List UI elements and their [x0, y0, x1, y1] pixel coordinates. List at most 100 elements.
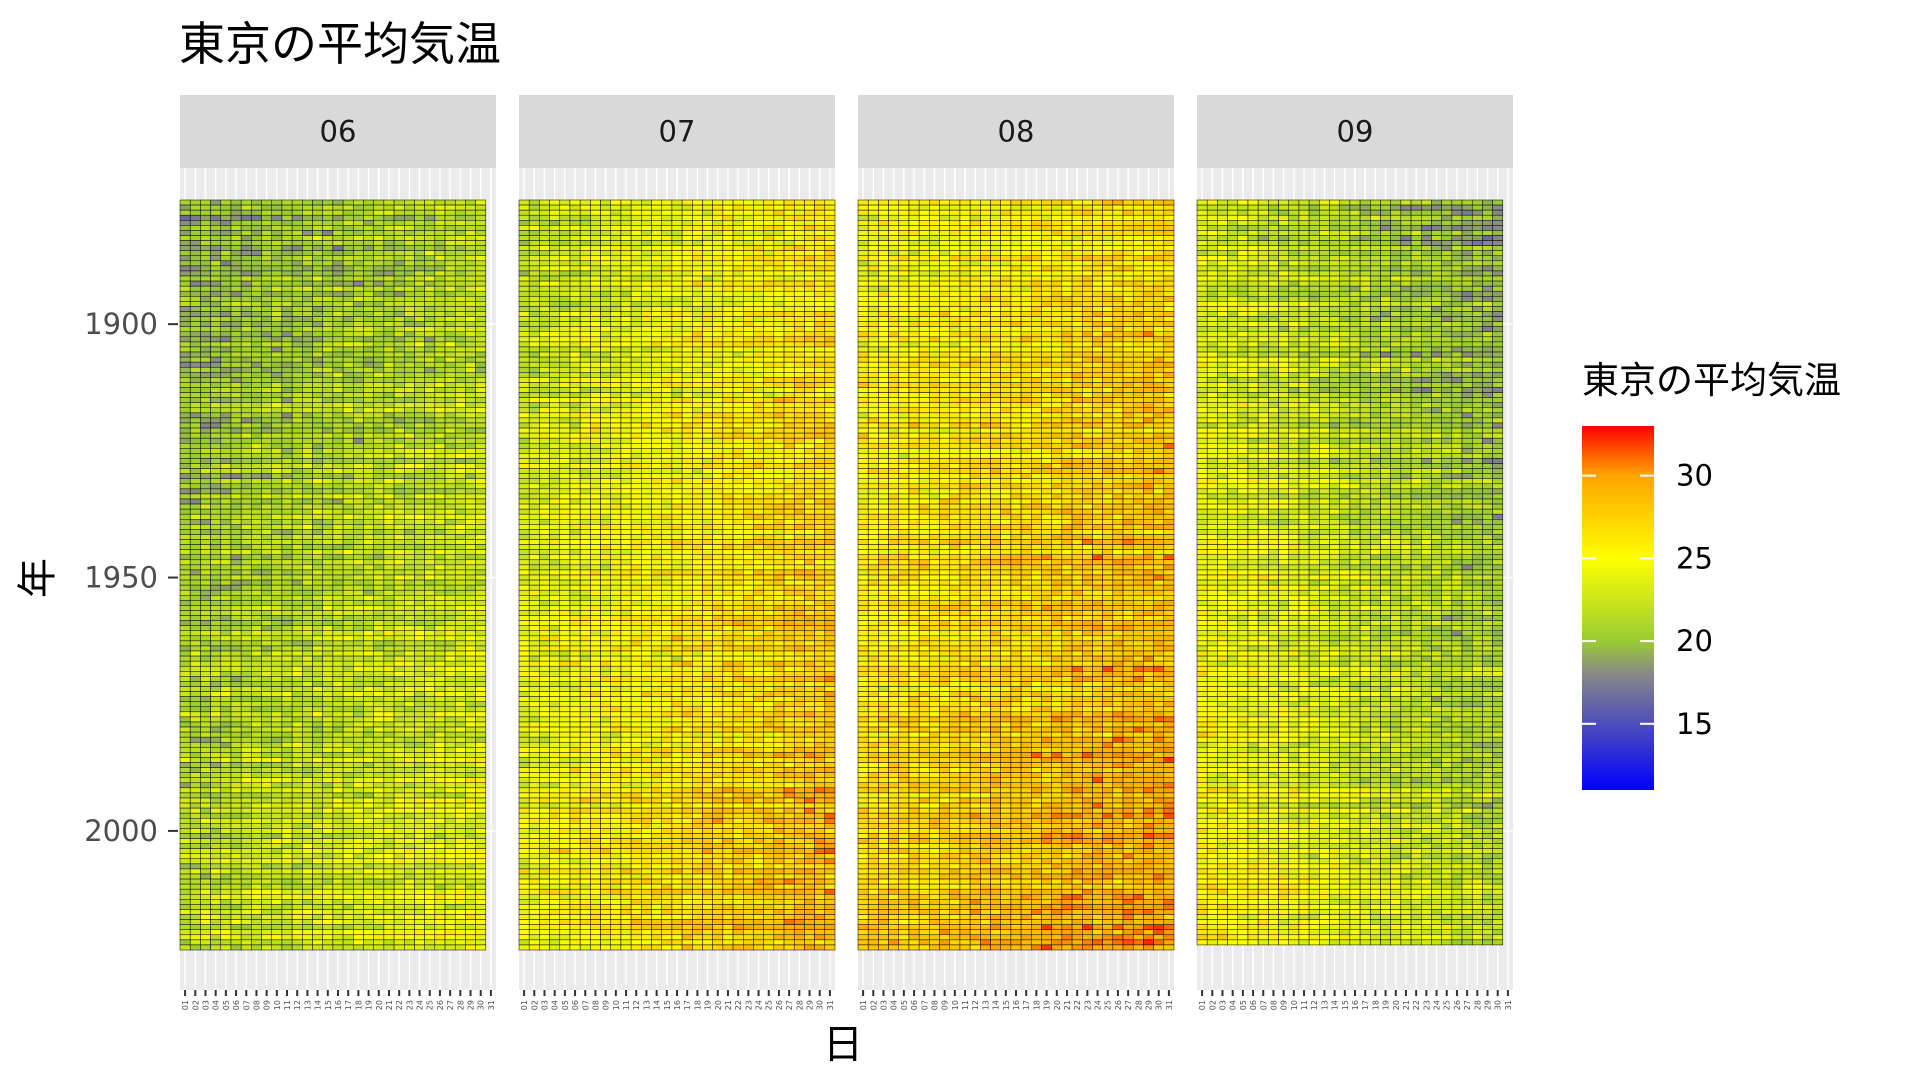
heatmap-cell	[312, 230, 323, 236]
heatmap-cell	[393, 422, 405, 429]
heatmap-cell	[281, 356, 293, 363]
heatmap-cell	[271, 645, 283, 652]
heatmap-cell	[393, 412, 405, 419]
heatmap-cell	[353, 600, 364, 606]
heatmap-cell	[342, 660, 354, 667]
heatmap-cell	[414, 270, 425, 277]
heatmap-cell	[200, 726, 211, 733]
heatmap-cell	[414, 782, 425, 789]
heatmap-cell	[271, 402, 283, 409]
heatmap-cell	[393, 503, 405, 510]
heatmap-cell	[404, 346, 415, 353]
heatmap-cell	[661, 260, 673, 267]
heatmap-cell	[312, 448, 323, 454]
heatmap-cell	[465, 559, 476, 566]
heatmap-cell	[373, 681, 385, 687]
heatmap-cell	[373, 478, 385, 485]
heatmap-cell	[200, 290, 211, 297]
heatmap-cell	[444, 306, 456, 312]
heatmap-cell	[353, 473, 364, 479]
heatmap-cell	[210, 209, 222, 216]
heatmap-cell	[373, 483, 385, 490]
heatmap-cell	[230, 346, 242, 353]
heatmap-cell	[404, 265, 415, 272]
heatmap-cell	[393, 731, 405, 738]
heatmap-cell	[353, 549, 364, 555]
heatmap-cell	[454, 463, 466, 469]
heatmap-cell	[332, 498, 344, 505]
heatmap-cell	[692, 235, 703, 241]
heatmap-cell	[383, 772, 395, 778]
heatmap-cell	[200, 772, 211, 778]
heatmap-cell	[549, 235, 561, 241]
heatmap-cell	[291, 483, 303, 490]
heatmap-cell	[424, 853, 436, 860]
heatmap-cell	[220, 341, 232, 348]
heatmap-cell	[312, 296, 323, 302]
heatmap-cell	[424, 453, 436, 459]
heatmap-cell	[291, 934, 303, 941]
heatmap-cell	[240, 802, 252, 809]
heatmap-cell	[220, 605, 232, 611]
heatmap-cell	[383, 574, 395, 581]
heatmap-cell	[261, 422, 272, 429]
heatmap-cell	[302, 417, 313, 424]
heatmap-cell	[291, 351, 303, 358]
heatmap-cell	[261, 660, 272, 667]
heatmap-cell	[312, 240, 323, 246]
heatmap-cell	[189, 711, 201, 718]
heatmap-cell	[373, 442, 385, 449]
heatmap-cell	[434, 290, 446, 297]
heatmap-cell	[424, 356, 436, 363]
heatmap-cell	[424, 792, 436, 799]
heatmap-cell	[261, 828, 272, 834]
heatmap-cell	[220, 559, 232, 566]
heatmap-cell	[332, 848, 344, 854]
heatmap-cell	[404, 645, 415, 652]
heatmap-cell	[414, 493, 425, 500]
heatmap-cell	[322, 843, 334, 849]
heatmap-cell	[312, 544, 323, 550]
heatmap-cell	[332, 544, 344, 550]
heatmap-cell	[383, 944, 395, 951]
heatmap-cell	[393, 919, 405, 925]
heatmap-cell	[332, 752, 344, 758]
heatmap-cell	[271, 549, 283, 555]
heatmap-cell	[179, 838, 191, 844]
heatmap-cell	[424, 777, 436, 784]
heatmap-cell	[240, 894, 252, 900]
heatmap-cell	[353, 888, 364, 895]
heatmap-cell	[322, 564, 334, 571]
heatmap-cell	[569, 240, 581, 246]
heatmap-cells	[518, 199, 836, 951]
heatmap-cell	[414, 802, 425, 809]
heatmap-cell	[475, 817, 487, 824]
heatmap-cell	[353, 701, 364, 708]
heatmap-cell	[393, 589, 405, 596]
heatmap-cell	[179, 539, 191, 545]
heatmap-cell	[322, 777, 334, 784]
heatmap-cell	[773, 220, 785, 226]
heatmap-cell	[220, 209, 232, 216]
heatmap-cell	[302, 225, 313, 231]
heatmap-cell	[291, 812, 303, 819]
heatmap-cell	[414, 554, 425, 561]
heatmap-cell	[475, 346, 487, 353]
heatmap-cell	[302, 853, 313, 860]
heatmap-cell	[332, 341, 344, 348]
heatmap-cell	[281, 458, 293, 464]
heatmap-cell	[230, 387, 242, 393]
heatmap-cell	[383, 356, 395, 363]
heatmap-cell	[189, 894, 201, 900]
heatmap-cell	[804, 199, 815, 206]
heatmap-cell	[322, 331, 334, 338]
heatmap-cell	[465, 275, 476, 282]
heatmap-cell	[322, 883, 334, 890]
heatmap-cell	[353, 939, 364, 946]
heatmap-cell	[342, 554, 354, 561]
heatmap-cell	[322, 301, 334, 307]
heatmap-cell	[414, 650, 425, 657]
heatmap-cell	[332, 417, 344, 424]
heatmap-cell	[200, 341, 211, 348]
heatmap-cell	[312, 914, 323, 920]
